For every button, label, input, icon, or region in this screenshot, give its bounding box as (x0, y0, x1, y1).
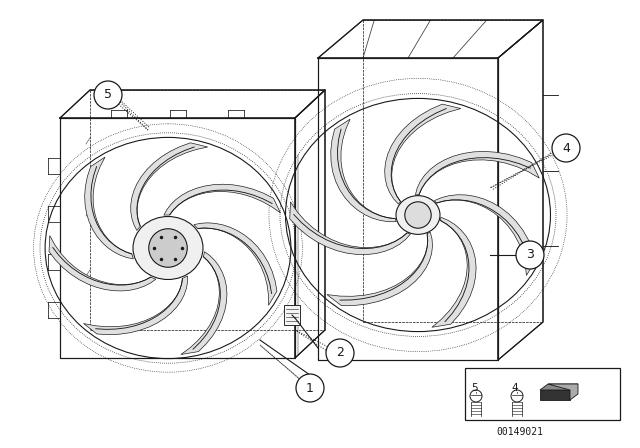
Text: 4: 4 (562, 142, 570, 155)
Polygon shape (540, 390, 570, 400)
Polygon shape (318, 58, 498, 360)
Polygon shape (131, 143, 208, 230)
Circle shape (296, 374, 324, 402)
Text: 3: 3 (526, 249, 534, 262)
Polygon shape (181, 252, 227, 354)
Text: 5: 5 (470, 383, 477, 393)
Polygon shape (385, 104, 461, 204)
Ellipse shape (396, 196, 440, 234)
Polygon shape (331, 119, 396, 222)
Polygon shape (164, 184, 280, 215)
Circle shape (148, 229, 188, 267)
Polygon shape (432, 217, 476, 327)
Text: 2: 2 (336, 346, 344, 359)
Polygon shape (548, 384, 578, 400)
Circle shape (94, 81, 122, 109)
Text: 4: 4 (512, 383, 518, 393)
Polygon shape (60, 118, 295, 358)
Text: 1: 1 (306, 382, 314, 395)
Polygon shape (327, 232, 433, 306)
Circle shape (516, 241, 544, 269)
Polygon shape (284, 305, 300, 325)
Polygon shape (49, 236, 156, 291)
Text: 00149021: 00149021 (497, 427, 543, 437)
Circle shape (552, 134, 580, 162)
Polygon shape (435, 195, 536, 276)
Polygon shape (84, 276, 188, 335)
Polygon shape (84, 157, 133, 259)
Circle shape (405, 202, 431, 228)
Ellipse shape (133, 216, 203, 280)
Polygon shape (415, 151, 540, 195)
Polygon shape (194, 223, 277, 306)
Circle shape (326, 339, 354, 367)
Polygon shape (290, 202, 410, 254)
Bar (465, 368, 620, 420)
Polygon shape (540, 384, 578, 390)
Text: 5: 5 (104, 89, 112, 102)
